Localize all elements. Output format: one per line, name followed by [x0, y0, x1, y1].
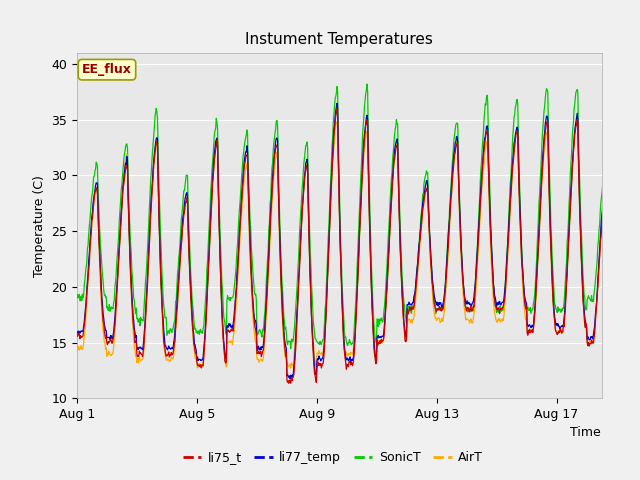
li77_temp	[200, 346, 207, 351]
AirT	[92, 185, 100, 191]
li75_t	[73, 331, 81, 337]
Line: li77_temp: li77_temp	[77, 103, 616, 379]
li75_t	[510, 149, 518, 155]
li75_t	[285, 381, 292, 386]
li75_t	[380, 335, 388, 340]
AirT	[612, 339, 620, 345]
SonicT	[92, 159, 100, 165]
SonicT	[299, 180, 307, 186]
SonicT	[612, 297, 620, 303]
SonicT	[380, 308, 388, 314]
AirT	[299, 203, 307, 209]
Legend: li75_t, li77_temp, SonicT, AirT: li75_t, li77_temp, SonicT, AirT	[178, 446, 488, 469]
Y-axis label: Temperature (C): Temperature (C)	[33, 175, 45, 276]
Line: SonicT: SonicT	[77, 84, 616, 348]
X-axis label: Time: Time	[570, 426, 601, 439]
SonicT	[287, 346, 294, 351]
AirT	[269, 182, 277, 188]
li77_temp	[286, 376, 294, 382]
li77_temp	[333, 100, 341, 106]
Title: Instument Temperatures: Instument Temperatures	[245, 33, 433, 48]
li75_t	[200, 354, 207, 360]
SonicT	[510, 115, 518, 120]
AirT	[287, 365, 294, 371]
AirT	[73, 342, 81, 348]
AirT	[509, 158, 517, 164]
SonicT	[269, 148, 277, 154]
li77_temp	[73, 331, 81, 336]
SonicT	[200, 324, 207, 329]
li75_t	[299, 203, 307, 208]
Text: EE_flux: EE_flux	[82, 63, 132, 76]
li75_t	[269, 172, 277, 178]
li77_temp	[380, 329, 388, 335]
li77_temp	[510, 141, 518, 147]
li77_temp	[299, 201, 307, 206]
Line: AirT: AirT	[77, 122, 616, 368]
li75_t	[333, 105, 341, 111]
SonicT	[73, 295, 81, 301]
AirT	[200, 354, 207, 360]
li77_temp	[612, 334, 620, 340]
li77_temp	[269, 166, 277, 171]
AirT	[573, 119, 580, 125]
li77_temp	[92, 180, 100, 186]
li75_t	[612, 339, 620, 345]
li75_t	[92, 185, 100, 191]
AirT	[380, 337, 387, 343]
Line: li75_t: li75_t	[77, 108, 616, 384]
SonicT	[363, 81, 371, 87]
